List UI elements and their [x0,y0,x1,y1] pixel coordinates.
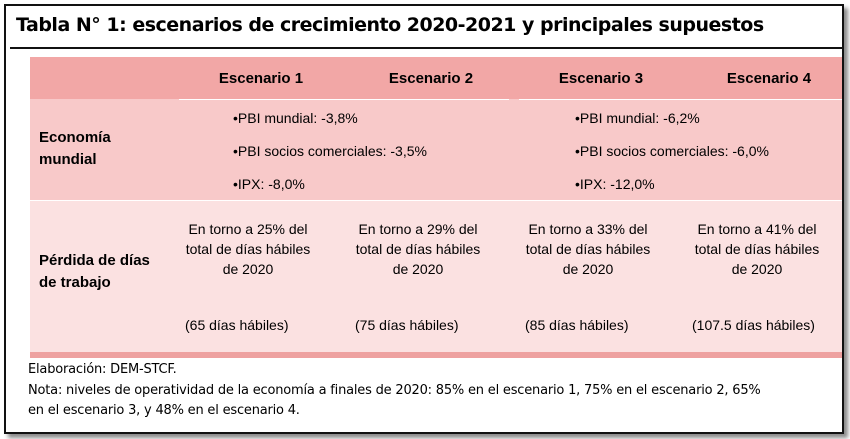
perdida-cell-escenario-3: En torno a 33% del total de días hábiles… [508,219,668,279]
table-frame: Tabla N° 1: escenarios de crecimiento 20… [4,4,844,434]
dias-habiles-escenario-2: (75 días hábiles) [355,317,459,333]
bullet-item: •IPX: -12,0% [575,176,655,192]
dias-habiles-escenario-3: (85 días hábiles) [525,317,629,333]
perdida-row-band [30,200,842,352]
row-label-line: de trabajo [39,274,111,291]
header-escenario-3: Escenario 3 [558,70,644,87]
cell-line: total de días hábiles [355,241,481,257]
header-escenario-4: Escenario 4 [726,70,812,87]
bottom-rule [30,352,842,358]
row-label-line: Pérdida de días [39,252,150,269]
bullet-item: •PBI mundial: -6,2% [575,110,700,126]
dias-habiles-escenario-4: (107.5 días hábiles) [692,317,815,333]
bullet-item: •PBI socios comerciales: -6,0% [575,143,769,159]
bullet-item: •PBI socios comerciales: -3,5% [233,143,427,159]
cell-line: de 2020 [731,261,783,277]
divider-line [30,200,842,201]
elaboracion-note: Elaboración: DEM-STCF. [28,362,177,377]
cell-line: En torno a 29% del [358,221,478,237]
dias-habiles-escenario-1: (65 días hábiles) [185,317,289,333]
cell-line: En torno a 41% del [697,221,817,237]
bullet-item: •PBI mundial: -3,8% [233,110,358,126]
perdida-cell-escenario-2: En torno a 29% del total de días hábiles… [338,219,498,279]
cell-line: total de días hábiles [694,241,820,257]
bullet-item: •IPX: -8,0% [233,176,305,192]
row-label-line: mundial [39,151,97,168]
cell-line: total de días hábiles [185,241,311,257]
cell-line: En torno a 33% del [528,221,648,237]
header-escenario-2: Escenario 2 [388,70,474,87]
header-band [30,57,842,99]
economia-row-band [30,99,842,200]
cell-line: total de días hábiles [525,241,651,257]
cell-line: de 2020 [392,261,444,277]
cell-line: de 2020 [562,261,614,277]
cell-line: En torno a 25% del [188,221,308,237]
nota-line: Nota: niveles de operatividad de la econ… [28,383,761,398]
row-label-economia: Economía mundial [39,127,111,171]
table-title: Tabla N° 1: escenarios de crecimiento 20… [16,14,764,36]
row-label-perdida: Pérdida de días de trabajo [39,250,150,294]
nota-line: en el escenario 3, y 48% en el escenario… [28,403,300,418]
title-divider [10,47,844,49]
divider-line [179,99,509,100]
cell-line: de 2020 [222,261,274,277]
header-escenario-1: Escenario 1 [218,70,304,87]
divider-line [519,99,842,100]
perdida-cell-escenario-4: En torno a 41% del total de días hábiles… [677,219,837,279]
row-label-line: Economía [39,129,111,146]
perdida-cell-escenario-1: En torno a 25% del total de días hábiles… [168,219,328,279]
